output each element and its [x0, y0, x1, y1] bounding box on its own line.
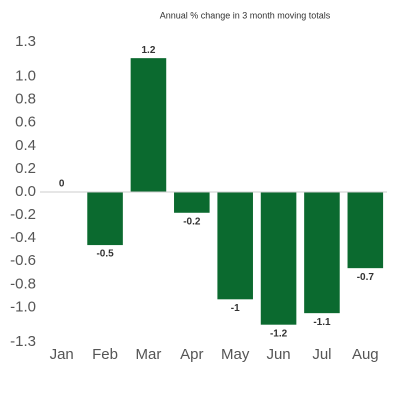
chart-title: Annual % change in 3 month moving totals — [160, 10, 331, 20]
bar — [174, 192, 210, 213]
x-tick-label: Feb — [92, 346, 118, 363]
x-tick-label: May — [221, 346, 250, 363]
y-tick-label: 1.3 — [15, 33, 36, 50]
value-label: -1 — [231, 303, 240, 314]
x-tick-label: Apr — [180, 346, 203, 363]
value-label: -0.7 — [357, 272, 375, 283]
value-label: -0.2 — [183, 216, 201, 227]
y-tick-label: 1.0 — [15, 68, 36, 85]
value-label: -0.5 — [96, 249, 114, 260]
y-tick-label: -0.4 — [10, 229, 36, 246]
bar — [304, 192, 340, 314]
x-tick-label: Aug — [352, 346, 379, 363]
bar — [260, 192, 297, 325]
y-tick-label: 0.2 — [15, 160, 36, 177]
y-tick-label: 0.8 — [15, 91, 36, 108]
x-tick-label: Mar — [136, 346, 162, 363]
y-tick-label: 0.6 — [15, 114, 36, 131]
x-tick-label: Jun — [266, 346, 290, 363]
y-tick-label: -0.8 — [10, 275, 36, 292]
bar — [130, 58, 167, 193]
y-tick-label: 0.4 — [15, 137, 36, 154]
x-tick-label: Jul — [312, 346, 331, 363]
y-tick-label: 0.0 — [15, 183, 36, 200]
bar — [87, 192, 123, 246]
value-label: -1.1 — [313, 317, 331, 328]
value-label: -1.2 — [270, 328, 288, 339]
bar — [347, 192, 384, 269]
y-tick-label: -1.3 — [10, 333, 36, 350]
y-tick-label: -0.6 — [10, 252, 36, 269]
x-tick-label: Jan — [50, 346, 74, 363]
y-tick-label: -1.0 — [10, 298, 36, 315]
value-label: 0 — [59, 179, 65, 190]
bar — [217, 192, 253, 300]
y-tick-label: -0.2 — [10, 206, 36, 223]
value-label: 1.2 — [141, 45, 155, 56]
